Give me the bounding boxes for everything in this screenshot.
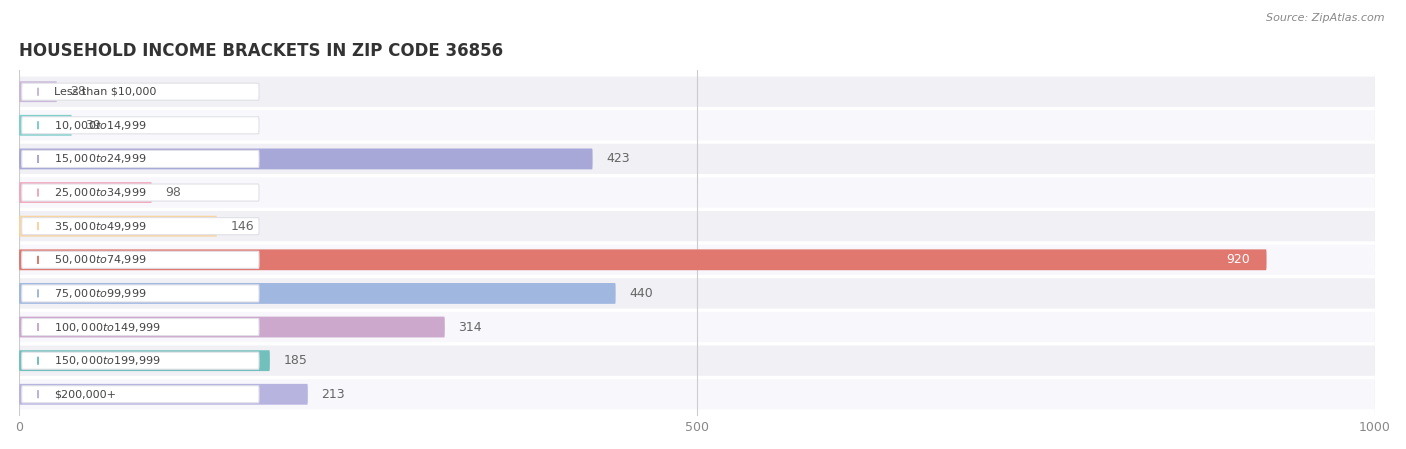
FancyBboxPatch shape: [20, 283, 616, 304]
FancyBboxPatch shape: [20, 312, 1375, 342]
Text: 39: 39: [86, 119, 101, 132]
Text: $25,000 to $34,999: $25,000 to $34,999: [55, 186, 146, 199]
FancyBboxPatch shape: [20, 384, 308, 405]
FancyBboxPatch shape: [21, 184, 259, 201]
Text: 185: 185: [284, 354, 308, 367]
FancyBboxPatch shape: [20, 346, 1375, 376]
FancyBboxPatch shape: [21, 117, 259, 134]
FancyBboxPatch shape: [21, 251, 259, 269]
Text: 314: 314: [458, 321, 482, 334]
Text: 423: 423: [606, 152, 630, 165]
FancyBboxPatch shape: [21, 386, 259, 403]
FancyBboxPatch shape: [21, 318, 259, 335]
Text: 98: 98: [166, 186, 181, 199]
Text: $200,000+: $200,000+: [55, 389, 117, 399]
FancyBboxPatch shape: [21, 83, 259, 100]
FancyBboxPatch shape: [20, 317, 444, 338]
FancyBboxPatch shape: [20, 350, 270, 371]
Text: $35,000 to $49,999: $35,000 to $49,999: [55, 220, 146, 233]
Text: $100,000 to $149,999: $100,000 to $149,999: [55, 321, 160, 334]
FancyBboxPatch shape: [21, 150, 259, 167]
FancyBboxPatch shape: [21, 352, 259, 369]
Text: 28: 28: [70, 85, 86, 98]
Text: 146: 146: [231, 220, 254, 233]
Text: 213: 213: [322, 388, 344, 401]
FancyBboxPatch shape: [20, 81, 58, 102]
Text: $10,000 to $14,999: $10,000 to $14,999: [55, 119, 146, 132]
FancyBboxPatch shape: [20, 379, 1375, 409]
FancyBboxPatch shape: [20, 76, 1375, 107]
Text: $15,000 to $24,999: $15,000 to $24,999: [55, 152, 146, 165]
Text: Source: ZipAtlas.com: Source: ZipAtlas.com: [1267, 13, 1385, 23]
Text: 440: 440: [630, 287, 652, 300]
FancyBboxPatch shape: [20, 245, 1375, 275]
FancyBboxPatch shape: [20, 216, 217, 237]
FancyBboxPatch shape: [20, 177, 1375, 208]
FancyBboxPatch shape: [20, 149, 592, 169]
FancyBboxPatch shape: [20, 278, 1375, 308]
FancyBboxPatch shape: [21, 285, 259, 302]
FancyBboxPatch shape: [20, 115, 72, 136]
FancyBboxPatch shape: [20, 182, 152, 203]
FancyBboxPatch shape: [21, 218, 259, 235]
Text: $150,000 to $199,999: $150,000 to $199,999: [55, 354, 160, 367]
Text: $75,000 to $99,999: $75,000 to $99,999: [55, 287, 146, 300]
FancyBboxPatch shape: [20, 249, 1267, 270]
FancyBboxPatch shape: [20, 211, 1375, 241]
Text: $50,000 to $74,999: $50,000 to $74,999: [55, 253, 146, 266]
Text: HOUSEHOLD INCOME BRACKETS IN ZIP CODE 36856: HOUSEHOLD INCOME BRACKETS IN ZIP CODE 36…: [20, 42, 503, 60]
Text: Less than $10,000: Less than $10,000: [55, 87, 156, 97]
FancyBboxPatch shape: [20, 110, 1375, 141]
FancyBboxPatch shape: [20, 144, 1375, 174]
Text: 920: 920: [1226, 253, 1250, 266]
